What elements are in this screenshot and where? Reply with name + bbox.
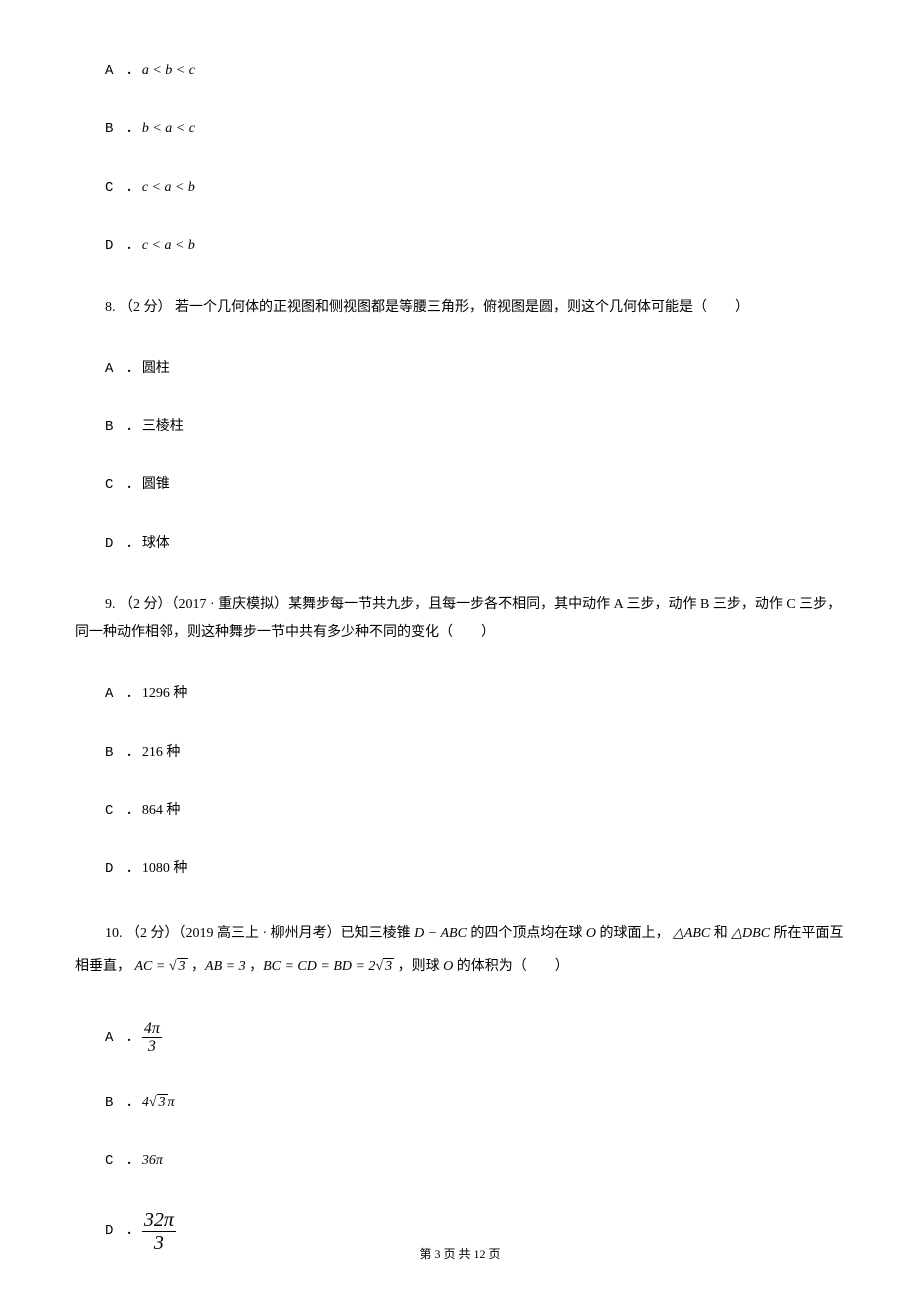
option-label: B ． bbox=[105, 1092, 142, 1114]
option-label: C ． bbox=[105, 1150, 142, 1172]
q10-text: 10. （2 分）（2019 高三上 · 柳州月考）已知三棱锥 D − ABC … bbox=[75, 917, 845, 984]
option-label: A ． bbox=[105, 1027, 142, 1049]
option-text: 216 种 bbox=[142, 742, 181, 764]
q10-l2-math1: △DBC bbox=[731, 926, 770, 941]
option-label: B ． bbox=[105, 416, 142, 438]
option-label: A ． bbox=[105, 60, 142, 82]
option-label: C ． bbox=[105, 474, 142, 496]
page-content: A ． a < b < c B ． b < a < c C ． c < a < … bbox=[0, 0, 920, 1254]
q10-option-a: A ． 4π 3 bbox=[105, 1020, 845, 1056]
option-label: A ． bbox=[105, 358, 142, 380]
option-text: 圆柱 bbox=[142, 358, 170, 380]
q9-option-a: A ． 1296 种 bbox=[105, 683, 845, 705]
option-label: D ． bbox=[105, 533, 142, 555]
q10-math2: O bbox=[586, 926, 596, 941]
q10-part4: 和 bbox=[710, 926, 728, 941]
q9-text-content: 9. （2 分）（2017 · 重庆模拟）某舞步每一节共九步，且每一步各不相同，… bbox=[75, 597, 841, 640]
q10-part1: 10. （2 分）（2019 高三上 · 柳州月考）已知三棱锥 bbox=[105, 926, 414, 941]
option-text: 1296 种 bbox=[142, 683, 188, 705]
q10-l2-math5: O bbox=[443, 959, 453, 974]
q9-option-b: B ． 216 种 bbox=[105, 742, 845, 764]
sqrt-icon: 3 bbox=[169, 950, 188, 984]
option-text: 圆锥 bbox=[142, 474, 170, 496]
numerator: 4π bbox=[142, 1020, 162, 1039]
option-label: C ． bbox=[105, 800, 142, 822]
q10-l2-text3: ， bbox=[246, 959, 264, 974]
q10-l2-text2: ， bbox=[188, 959, 206, 974]
option-label: D ． bbox=[105, 858, 142, 880]
coef: 4 bbox=[142, 1092, 149, 1114]
option-label: A ． bbox=[105, 683, 142, 705]
option-math: 36π bbox=[142, 1150, 163, 1172]
q10-option-b: B ． 43 π bbox=[105, 1092, 845, 1114]
q8-option-d: D ． 球体 bbox=[105, 533, 845, 555]
q9-text: 9. （2 分）（2017 · 重庆模拟）某舞步每一节共九步，且每一步各不相同，… bbox=[75, 591, 845, 647]
q10-l2-math2-pre: AC = bbox=[135, 959, 169, 974]
q8-option-b: B ． 三棱柱 bbox=[105, 416, 845, 438]
q7-option-c: C ． c < a < b bbox=[105, 177, 845, 199]
q7-option-d: D ． c < a < b bbox=[105, 235, 845, 257]
q10-l2-text4: ，则球 bbox=[394, 959, 443, 974]
sqrt-icon: 3 bbox=[149, 1092, 168, 1114]
option-text: 球体 bbox=[142, 533, 170, 555]
page-footer: 第 3 页 共 12 页 bbox=[0, 1245, 920, 1262]
q10-math1: D − ABC bbox=[414, 926, 467, 941]
q8-text: 8. （2 分） 若一个几何体的正视图和侧视图都是等腰三角形，俯视图是圆，则这个… bbox=[105, 294, 845, 322]
option-label: D ． bbox=[105, 235, 142, 257]
q9-option-c: C ． 864 种 bbox=[105, 800, 845, 822]
q8-option-c: C ． 圆锥 bbox=[105, 474, 845, 496]
q7-option-a: A ． a < b < c bbox=[105, 60, 845, 82]
option-label: B ． bbox=[105, 742, 142, 764]
q10-part3: 的球面上， bbox=[596, 926, 673, 941]
option-label: B ． bbox=[105, 118, 142, 140]
option-text: 1080 种 bbox=[142, 858, 188, 880]
q10-l2-math4-pre: BC = CD = BD = 2 bbox=[263, 959, 375, 974]
option-text: 864 种 bbox=[142, 800, 181, 822]
q10-l2-text5: 的体积为（ ） bbox=[453, 959, 569, 974]
numerator: 32π bbox=[142, 1209, 176, 1232]
option-text: 三棱柱 bbox=[142, 416, 184, 438]
q8-option-a: A ． 圆柱 bbox=[105, 358, 845, 380]
denominator: 3 bbox=[142, 1038, 162, 1056]
option-math: c < a < b bbox=[142, 235, 195, 257]
suffix: π bbox=[168, 1092, 175, 1114]
q10-math3: △ABC bbox=[673, 926, 710, 941]
q10-l2-math3: AB = 3 bbox=[205, 959, 246, 974]
option-math: c < a < b bbox=[142, 177, 195, 199]
option-math: b < a < c bbox=[142, 118, 195, 140]
q10-part2: 的四个顶点均在球 bbox=[467, 926, 586, 941]
fraction: 4π 3 bbox=[142, 1020, 162, 1056]
option-label: D ． bbox=[105, 1220, 142, 1242]
option-label: C ． bbox=[105, 177, 142, 199]
sqrt-icon: 3 bbox=[375, 950, 394, 984]
q9-option-d: D ． 1080 种 bbox=[105, 858, 845, 880]
q7-option-b: B ． b < a < c bbox=[105, 118, 845, 140]
q10-option-c: C ． 36π bbox=[105, 1150, 845, 1172]
option-math: a < b < c bbox=[142, 60, 195, 82]
